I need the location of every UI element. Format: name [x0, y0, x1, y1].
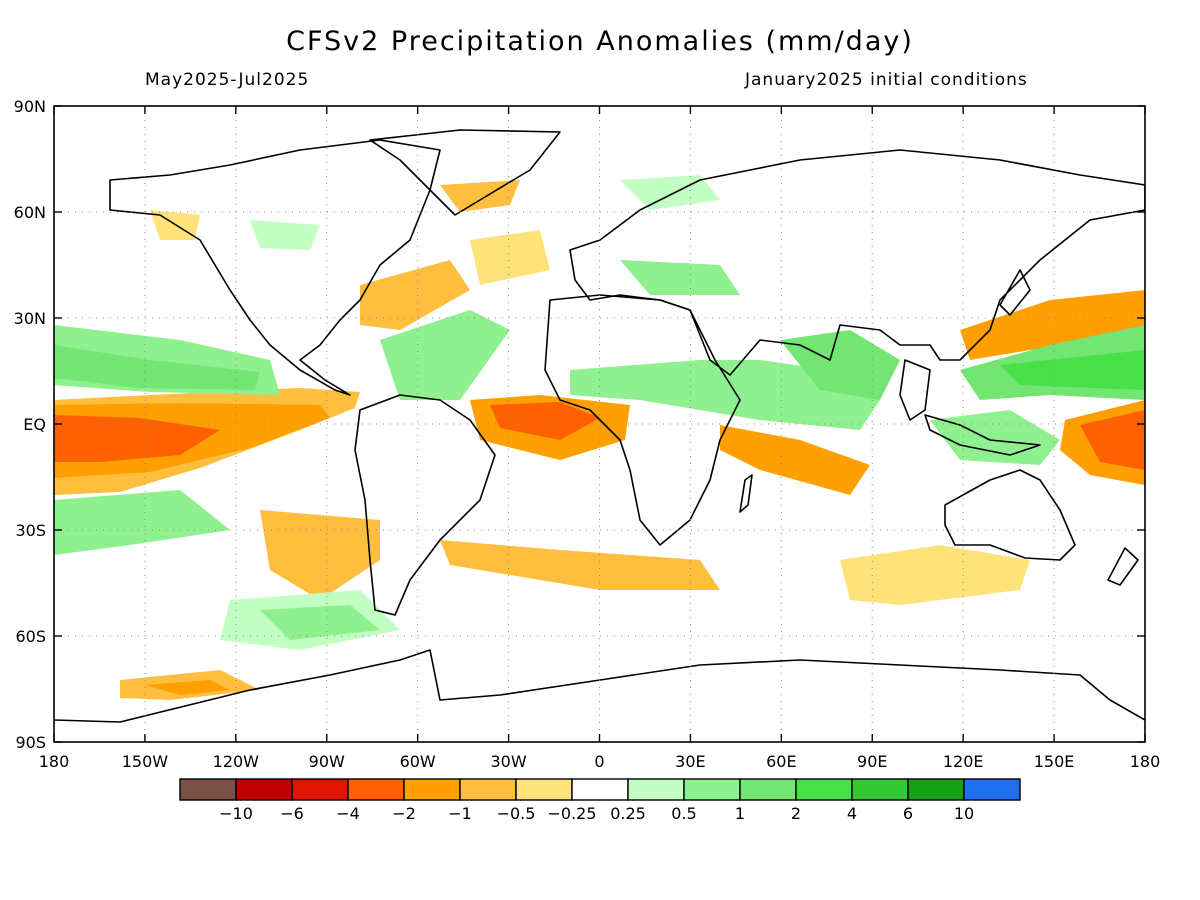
lon-label: 120E — [943, 752, 984, 771]
anomaly-region — [570, 360, 880, 430]
legend-label: 6 — [903, 804, 913, 823]
lon-label: 150E — [1034, 752, 1075, 771]
madagascar-outline — [739, 474, 753, 513]
lon-label: 180 — [1130, 752, 1161, 771]
anomaly-region — [54, 415, 220, 462]
legend-swatch — [347, 778, 405, 801]
anomaly-region — [840, 545, 1030, 605]
lat-label: EQ — [23, 415, 46, 434]
legend-swatch — [851, 778, 909, 801]
legend-swatch — [907, 778, 965, 801]
lat-label: 60N — [14, 203, 46, 222]
axis-ticks — [53, 105, 1146, 743]
legend-swatch — [403, 778, 461, 801]
legend-swatch — [739, 778, 797, 801]
lat-label: 90N — [14, 97, 46, 116]
anomaly-region — [470, 230, 550, 285]
lon-label: 30W — [490, 752, 526, 771]
gridlines — [54, 106, 1145, 742]
anomaly-region — [250, 220, 320, 250]
lat-label: 30S — [15, 521, 46, 540]
anomaly-region — [54, 345, 260, 390]
legend-swatch — [291, 778, 349, 801]
legend-label: −6 — [280, 804, 304, 823]
japan-outline — [999, 269, 1031, 316]
anomaly-region — [54, 490, 230, 555]
legend-label: −2 — [392, 804, 416, 823]
page-title: CFSv2 Precipitation Anomalies (mm/day) — [286, 26, 914, 57]
anomaly-region — [260, 605, 380, 640]
north-america-outline — [109, 139, 441, 396]
lon-label: 90W — [309, 752, 345, 771]
anomaly-field — [54, 175, 1145, 700]
anomaly-region — [145, 680, 230, 695]
legend-label: 10 — [954, 804, 974, 823]
indochina-outline — [899, 359, 931, 421]
lon-label: 30E — [675, 752, 705, 771]
legend-label: −4 — [336, 804, 360, 823]
legend-swatch — [235, 778, 293, 801]
indonesia-outline — [924, 414, 1041, 456]
anomaly-region — [930, 410, 1060, 465]
anomaly-region — [490, 402, 600, 440]
anomaly-region — [1080, 410, 1145, 470]
lon-label: 0 — [594, 752, 604, 771]
lon-label: 60W — [400, 752, 436, 771]
legend-swatch — [683, 778, 741, 801]
legend-swatch — [179, 778, 237, 801]
lat-label: 90S — [15, 733, 46, 752]
longitude-labels: 180 150W 120W 90W 60W 30W 0 30E 60E 90E 120E 150E 18… — [39, 752, 1161, 771]
anomaly-region — [440, 540, 720, 590]
latitude-labels: 90N 60N 30N EQ 30S 60S 90S — [14, 97, 46, 752]
anomaly-region — [260, 510, 380, 600]
initial-conditions: January2025 initial conditions — [745, 70, 1028, 90]
legend-swatch — [571, 778, 629, 801]
antarctica-outline — [54, 649, 1145, 723]
legend-label: −0.5 — [497, 804, 536, 823]
anomaly-region — [1000, 350, 1145, 390]
legend-label: 1 — [735, 804, 745, 823]
lat-label: 60S — [15, 627, 46, 646]
anomaly-region — [780, 330, 900, 400]
lat-label: 30N — [14, 309, 46, 328]
legend-label: −10 — [219, 804, 253, 823]
legend-label: 4 — [847, 804, 857, 823]
anomaly-region — [960, 290, 1145, 360]
anomaly-region — [720, 425, 870, 495]
australia-outline — [944, 469, 1076, 561]
lon-label: 90E — [857, 752, 887, 771]
anomaly-region — [620, 175, 720, 210]
anomaly-region — [620, 260, 740, 295]
legend-label: 0.25 — [610, 804, 646, 823]
anomaly-region — [440, 180, 520, 212]
color-legend: −10 −6 −4 −2 −1 −0.5 −0.25 0.25 0.5 1 2 4 6 10 — [179, 778, 1021, 823]
lon-label: 60E — [766, 752, 796, 771]
lon-label: 150W — [122, 752, 169, 771]
legend-label: −0.25 — [547, 804, 596, 823]
legend-label: 2 — [791, 804, 801, 823]
legend-label: 0.5 — [671, 804, 696, 823]
new-zealand-outline — [1107, 547, 1139, 586]
legend-swatch — [627, 778, 685, 801]
legend-swatch — [515, 778, 573, 801]
legend-swatch — [963, 778, 1021, 801]
greenland-outline — [369, 129, 561, 216]
anomaly-region — [360, 260, 470, 330]
legend-swatch — [795, 778, 853, 801]
legend-swatch — [459, 778, 517, 801]
forecast-period: May2025-Jul2025 — [145, 70, 310, 90]
anomaly-region — [380, 310, 510, 400]
lon-label: 180 — [39, 752, 70, 771]
lon-label: 120W — [213, 752, 260, 771]
legend-label: −1 — [448, 804, 472, 823]
south-america-outline — [354, 394, 496, 616]
